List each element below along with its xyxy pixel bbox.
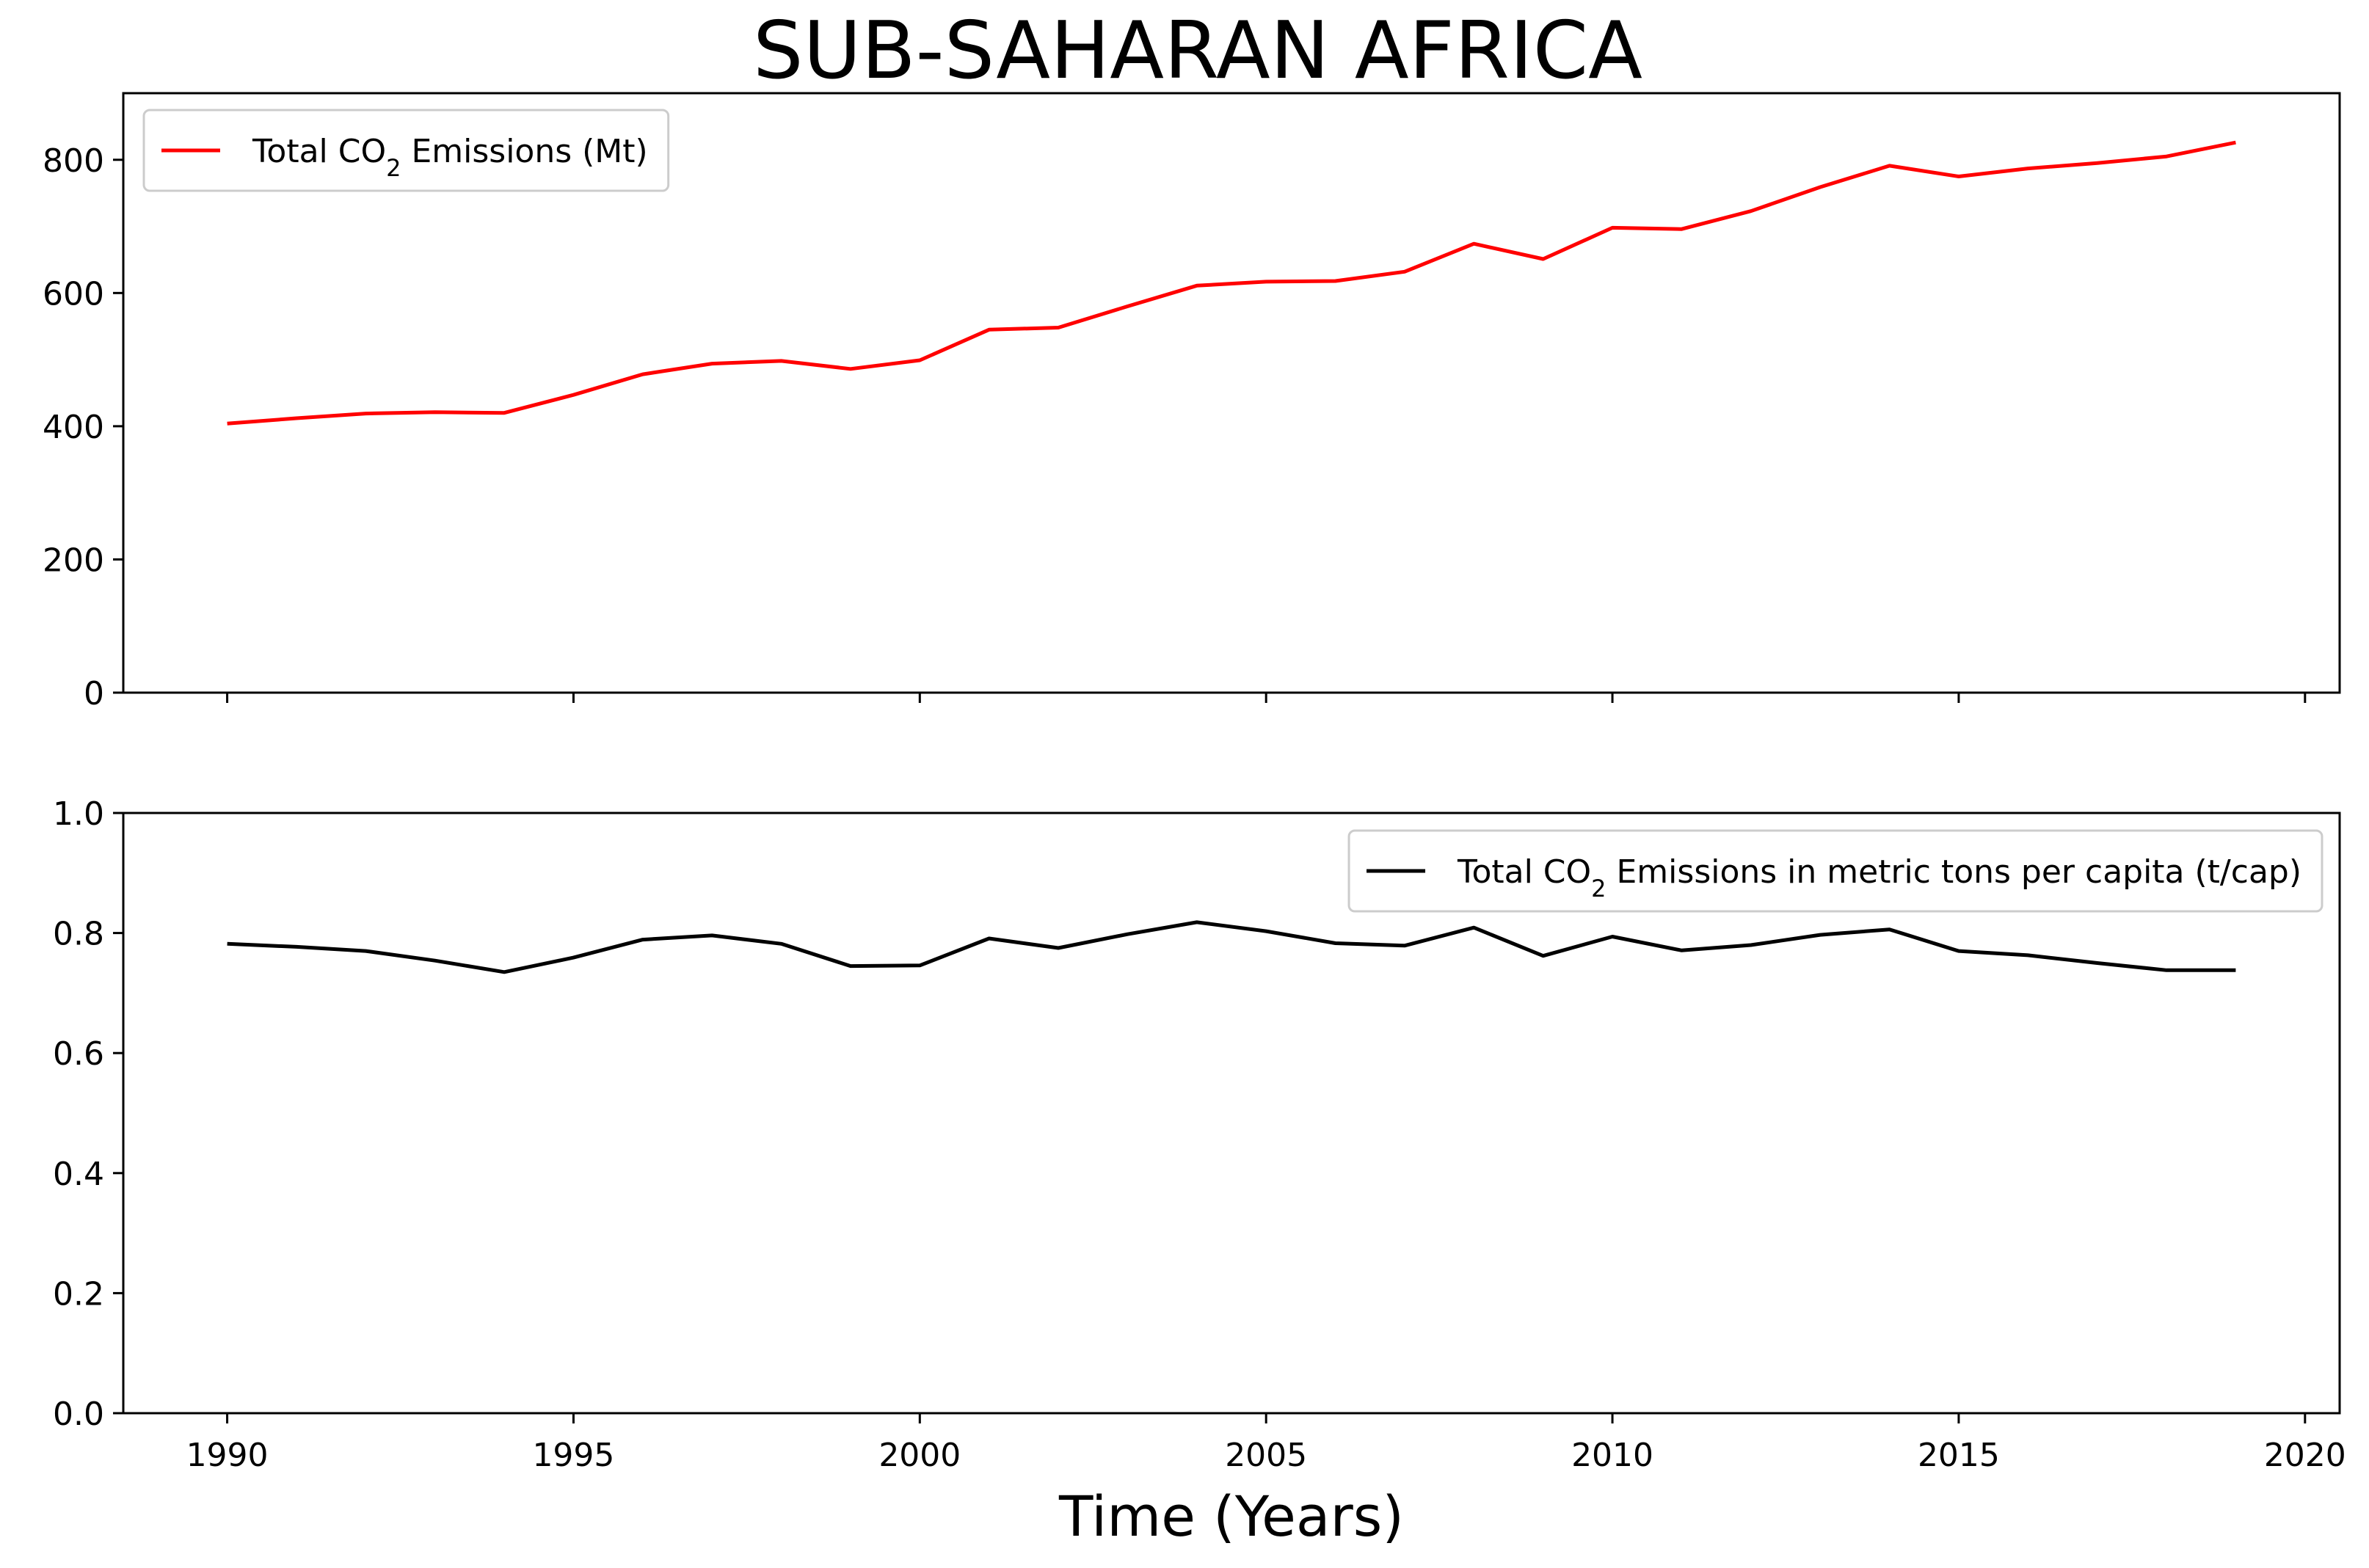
- panel-total-emissions: 0 200 400 600 800 Total CO2 Emissions (Mt): [43, 93, 2340, 712]
- x-tick-label: 1990: [186, 1437, 269, 1474]
- y-tick-label: 0.6: [53, 1035, 104, 1073]
- x-tick-label: 2015: [1918, 1437, 2000, 1474]
- y-tick-label: 1.0: [53, 795, 104, 833]
- x-tick-label: 2000: [878, 1437, 961, 1474]
- y-tick-label: 600: [43, 275, 104, 313]
- y-tick-label: 0.8: [53, 916, 104, 953]
- y-tick-label: 0.2: [53, 1275, 104, 1313]
- x-tick-label: 2005: [1225, 1437, 1307, 1474]
- y-tick-label: 0.0: [53, 1396, 104, 1433]
- series-line: [228, 922, 2236, 972]
- panel-per-capita-emissions: 0.0 0.2 0.4 0.6 0.8 1.0 1990 1995 2000 2005 2010 20…: [53, 795, 2346, 1474]
- x-tick-label: 1995: [532, 1437, 614, 1474]
- x-tick-label: 2020: [2264, 1437, 2346, 1474]
- y-tick-label: 0.4: [53, 1156, 104, 1193]
- chart-title: SUB-SAHARAN AFRICA: [753, 5, 1642, 97]
- y-tick-label: 0: [84, 675, 104, 712]
- y-tick-label: 400: [43, 409, 104, 446]
- legend: Total CO2 Emissions in metric tons per c…: [1349, 831, 2322, 911]
- x-axis-label: Time (Years): [1058, 1484, 1404, 1549]
- y-tick-label: 200: [43, 541, 104, 579]
- x-tick-label: 2010: [1571, 1437, 1653, 1474]
- y-tick-label: 800: [43, 142, 104, 180]
- legend: Total CO2 Emissions (Mt): [144, 110, 669, 191]
